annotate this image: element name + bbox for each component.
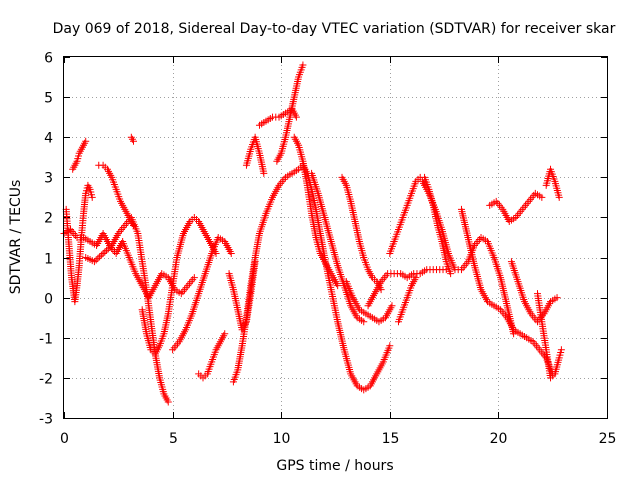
series-track-22 bbox=[457, 205, 557, 378]
series-track-18 bbox=[364, 266, 450, 310]
data-point bbox=[334, 282, 342, 290]
series-track-14 bbox=[273, 61, 307, 165]
x-tick-label: 0 bbox=[60, 431, 69, 447]
data-point bbox=[251, 258, 259, 266]
data-point bbox=[412, 274, 420, 282]
data-point bbox=[96, 253, 104, 261]
y-axis-label: SDTVAR / TECUs bbox=[8, 180, 24, 295]
data-point bbox=[260, 169, 268, 177]
x-tick-label: 10 bbox=[273, 431, 291, 447]
y-tick-label: 6 bbox=[44, 51, 53, 67]
series-track-23 bbox=[486, 189, 546, 225]
data-point bbox=[92, 256, 100, 264]
series-track-27 bbox=[342, 278, 396, 326]
series-track-17 bbox=[338, 173, 385, 294]
series-track-19 bbox=[394, 274, 420, 326]
data-point bbox=[103, 246, 111, 254]
series-track-1 bbox=[60, 225, 198, 302]
y-tick-label: 3 bbox=[44, 171, 53, 187]
data-point bbox=[538, 193, 546, 201]
series-track-7 bbox=[138, 213, 220, 358]
chart-title: Day 069 of 2018, Sidereal Day-to-day VTE… bbox=[53, 21, 616, 37]
data-point bbox=[388, 302, 396, 310]
x-tick-label: 5 bbox=[169, 431, 178, 447]
y-tick-label: -2 bbox=[39, 372, 53, 388]
axis-ticks bbox=[64, 57, 608, 419]
y-tick-label: 5 bbox=[44, 91, 53, 107]
data-points bbox=[60, 61, 565, 406]
data-point bbox=[227, 250, 235, 258]
data-point bbox=[555, 193, 563, 201]
series-track-26 bbox=[542, 165, 563, 201]
series-track-10 bbox=[229, 161, 394, 394]
data-point bbox=[130, 137, 138, 145]
series-track-5 bbox=[82, 213, 172, 406]
data-point bbox=[101, 248, 109, 256]
series-track-4 bbox=[95, 161, 138, 229]
y-tick-label: 4 bbox=[44, 131, 53, 147]
data-point bbox=[447, 270, 455, 278]
y-tick-labels: -3 -2 -1 0 1 2 3 4 5 6 bbox=[39, 51, 53, 428]
data-point bbox=[386, 342, 394, 350]
y-tick-label: -3 bbox=[39, 412, 53, 428]
x-tick-label: 20 bbox=[490, 431, 508, 447]
data-point bbox=[104, 245, 112, 253]
data-point bbox=[106, 243, 114, 251]
data-point bbox=[90, 258, 98, 266]
data-point bbox=[99, 250, 107, 258]
data-point bbox=[360, 318, 368, 326]
data-point bbox=[88, 193, 96, 201]
x-axis-label: GPS time / hours bbox=[276, 458, 393, 474]
y-tick-label: 0 bbox=[44, 292, 53, 308]
data-point bbox=[82, 137, 90, 145]
data-point bbox=[557, 346, 565, 354]
data-point bbox=[94, 254, 102, 262]
x-tick-label: 25 bbox=[599, 431, 617, 447]
series-track-9 bbox=[195, 330, 229, 382]
series-track-15 bbox=[290, 133, 342, 290]
y-tick-label: -1 bbox=[39, 332, 53, 348]
data-point bbox=[190, 274, 198, 282]
data-point bbox=[553, 294, 561, 302]
y-tick-label: 1 bbox=[44, 252, 53, 268]
series-track-2 bbox=[62, 181, 96, 306]
data-point bbox=[164, 398, 172, 406]
x-tick-labels: 0 5 10 15 20 25 bbox=[60, 431, 616, 447]
data-point bbox=[97, 251, 105, 259]
x-tick-label: 15 bbox=[382, 431, 400, 447]
series-track-11 bbox=[225, 258, 259, 334]
series-track-21 bbox=[418, 177, 518, 338]
series-track-3 bbox=[69, 137, 90, 173]
y-tick-label: 2 bbox=[44, 211, 53, 227]
series-track-24 bbox=[507, 258, 561, 326]
grid-lines bbox=[64, 57, 607, 418]
series-track-6 bbox=[127, 133, 138, 145]
data-point bbox=[221, 330, 229, 338]
series-track-8 bbox=[169, 234, 235, 354]
data-point bbox=[292, 113, 300, 121]
series-track-16 bbox=[308, 169, 368, 326]
series-track-25 bbox=[533, 290, 565, 382]
plot-frame bbox=[63, 56, 608, 419]
data-point bbox=[299, 61, 307, 69]
series-track-12 bbox=[242, 133, 268, 177]
